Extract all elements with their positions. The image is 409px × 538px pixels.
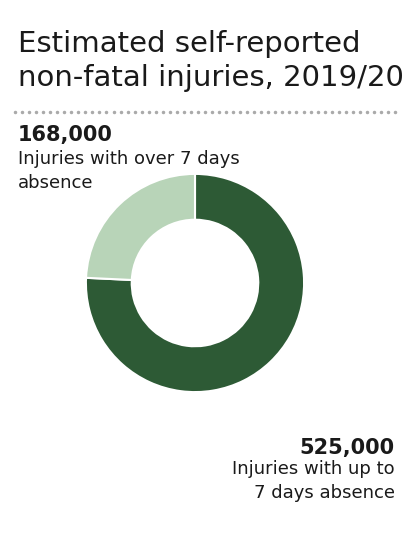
Wedge shape	[86, 174, 303, 392]
Text: 525,000: 525,000	[299, 438, 394, 458]
Text: 168,000: 168,000	[18, 125, 112, 145]
Text: Injuries with up to
7 days absence: Injuries with up to 7 days absence	[232, 460, 394, 501]
Text: Estimated self-reported: Estimated self-reported	[18, 30, 360, 58]
Wedge shape	[86, 174, 195, 280]
Text: non-fatal injuries, 2019/20: non-fatal injuries, 2019/20	[18, 64, 403, 92]
Text: Injuries with over 7 days
absence: Injuries with over 7 days absence	[18, 150, 239, 192]
